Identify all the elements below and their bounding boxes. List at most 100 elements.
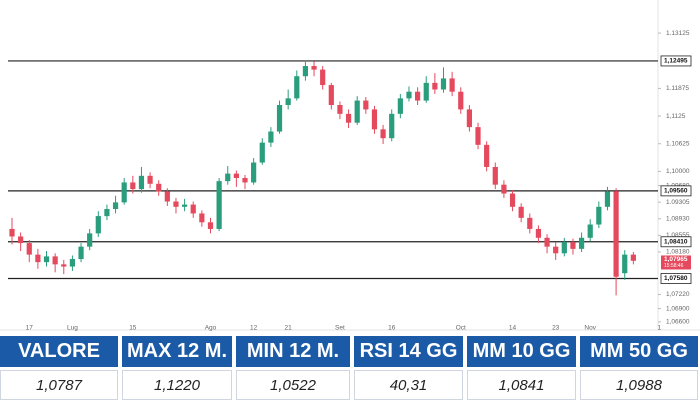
candle-body — [415, 91, 421, 101]
candle-body — [613, 191, 619, 277]
y-tick-label: 1.10625 — [666, 140, 690, 147]
candle-body — [492, 166, 498, 185]
candle-body — [328, 85, 334, 105]
candle-body — [371, 109, 378, 130]
last-price-label: 1,07965 — [664, 256, 688, 263]
stats-table: VALORE MAX 12 M. MIN 12 M. RSI 14 GG MM … — [0, 336, 700, 400]
candle-body — [587, 224, 593, 238]
y-tick-label: 1.08555 — [666, 232, 690, 239]
level-box — [660, 236, 692, 248]
candle-body — [207, 222, 214, 229]
candle-body — [553, 246, 559, 254]
chart: 1.131251.118751,11251.106251,100001,0968… — [0, 0, 700, 332]
y-tick-label: 1,08930 — [666, 215, 690, 222]
candle-body — [458, 91, 464, 110]
candle-body — [78, 246, 84, 260]
candle-body — [475, 127, 481, 145]
header-cell: MIN 12 M. — [236, 336, 350, 367]
x-tick-label: 1 — [657, 325, 661, 332]
y-tick-label: 1,1125 — [666, 113, 686, 120]
y-tick-label: 1,07220 — [666, 291, 690, 298]
candle-body — [440, 78, 447, 90]
candle-body — [9, 228, 15, 237]
candle-body — [251, 162, 257, 183]
candle-body — [544, 237, 550, 247]
candle-body — [406, 91, 412, 99]
candle-body — [225, 173, 231, 182]
candle-body — [345, 113, 352, 123]
level-label: 1,09560 — [664, 188, 688, 195]
candle-body — [259, 142, 265, 163]
last-price-box — [661, 255, 691, 270]
y-tick-label: 1.11875 — [666, 85, 689, 92]
x-tick-label: Set — [335, 325, 345, 332]
candle-body — [596, 206, 602, 225]
candle-body — [95, 216, 101, 234]
candle-body — [182, 204, 188, 207]
header-cell: MM 50 GG — [580, 336, 698, 367]
value-cell: 1,0787 — [0, 370, 118, 400]
level-box — [660, 185, 692, 197]
candle-body — [147, 175, 153, 184]
candle-body — [104, 209, 110, 217]
candle-body — [518, 206, 524, 218]
candle-body — [69, 259, 76, 267]
x-tick-label: 14 — [509, 325, 517, 332]
x-tick-label: Nov — [584, 325, 596, 332]
y-tick-label: 1,08180 — [666, 249, 690, 256]
candle-body — [294, 76, 300, 99]
header-cell: MM 10 GG — [467, 336, 576, 367]
candle-body — [18, 236, 24, 244]
value-cell: 40,31 — [354, 370, 463, 400]
header-cell: RSI 14 GG — [354, 336, 463, 367]
candle-body — [173, 201, 179, 207]
x-tick-label: 21 — [285, 325, 293, 332]
candle-body — [121, 182, 127, 203]
candle-body — [630, 254, 636, 261]
y-tick-label: 1,06600 — [666, 319, 690, 326]
candle-body — [242, 178, 248, 183]
level-label: 1,12495 — [664, 58, 688, 65]
candle-body — [423, 82, 429, 101]
candle-body — [432, 82, 438, 90]
x-tick-label: Ago — [205, 325, 217, 332]
x-tick-label: 15 — [129, 325, 137, 332]
candle-body — [466, 109, 472, 128]
candle-body — [622, 254, 628, 274]
value-cell: 1,0988 — [580, 370, 698, 400]
y-tick-label: 1.09305 — [666, 199, 690, 206]
level-box — [660, 273, 692, 284]
candle-body — [43, 256, 50, 263]
level-box — [660, 55, 692, 67]
header-cell: MAX 12 M. — [122, 336, 232, 367]
candle-body — [26, 243, 32, 255]
value-cell: 1,1220 — [122, 370, 232, 400]
candle-body — [380, 129, 386, 139]
candle-body — [285, 98, 291, 105]
candle-body — [389, 113, 395, 139]
candle-body — [190, 204, 196, 214]
candle-body — [268, 131, 274, 143]
y-tick-label: 1.13125 — [666, 30, 690, 37]
candle-body — [35, 254, 41, 263]
candle-body — [87, 233, 93, 247]
candle-body — [449, 78, 455, 92]
candle-body — [216, 181, 222, 229]
header-cell: VALORE — [0, 336, 118, 367]
candle-body — [604, 191, 611, 207]
candle-body — [112, 202, 119, 210]
candle-body — [233, 173, 239, 179]
candle-body — [156, 183, 162, 192]
candle-body — [52, 256, 58, 265]
candle-body — [509, 193, 516, 207]
candle-body — [276, 104, 283, 132]
candle-body — [320, 69, 326, 86]
last-price-time: 15:58:46 — [664, 263, 684, 269]
x-tick-label: 16 — [388, 325, 396, 332]
candle-body — [484, 144, 490, 167]
candle-body — [578, 237, 585, 249]
candle-body — [363, 100, 369, 110]
x-tick-label: Lug — [67, 325, 78, 332]
candle-body — [354, 100, 360, 123]
